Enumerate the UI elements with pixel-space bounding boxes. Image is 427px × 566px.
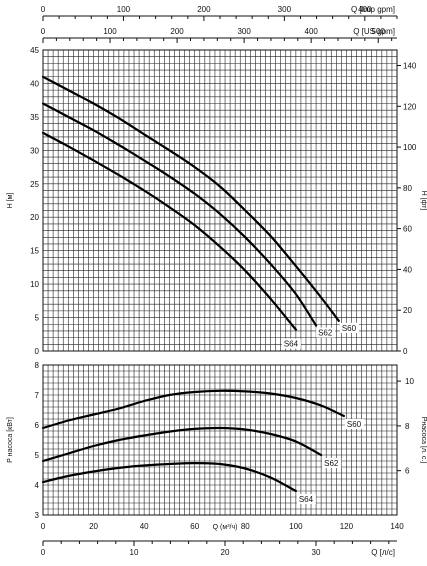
head-m-tick-label: 45 bbox=[30, 46, 39, 55]
power-label-s62-bg bbox=[322, 458, 342, 468]
head-ft-tick-label: 100 bbox=[403, 143, 417, 152]
power-label-s60-bg bbox=[344, 419, 364, 429]
head-label-s64-bg bbox=[281, 338, 301, 349]
us-gpm-tick-label: 0 bbox=[41, 27, 46, 36]
head-label-s62-bg bbox=[316, 327, 336, 338]
grid-lines bbox=[42, 49, 398, 516]
us-gpm-tick-label: 200 bbox=[170, 27, 184, 36]
head-label-s60-bg bbox=[339, 322, 359, 333]
head-m-tick-label: 30 bbox=[30, 146, 39, 155]
head-m-tick-label: 0 bbox=[35, 347, 40, 356]
power-hp-axis-title: Pнасоса [л. с.] bbox=[420, 417, 427, 464]
power-kw-tick-label: 5 bbox=[35, 451, 40, 460]
flow-ls-axis-title: Q [л/с] bbox=[371, 548, 395, 557]
power-hp-tick-label: 10 bbox=[405, 377, 414, 386]
us-gpm-tick-label: 100 bbox=[103, 27, 117, 36]
power-kw-tick-label: 6 bbox=[35, 421, 40, 430]
flow-m3h-tick-label: 120 bbox=[340, 522, 354, 531]
head-m-tick-label: 15 bbox=[30, 247, 39, 256]
power-label-s62: S62 bbox=[324, 459, 339, 468]
head-curve-s62 bbox=[41, 102, 318, 327]
head-m-tick-label: 10 bbox=[30, 280, 39, 289]
flow-m3h-tick-label: 60 bbox=[190, 522, 199, 531]
us-gpm-tick-label: 300 bbox=[237, 27, 251, 36]
flow-m3h-tick-label: 80 bbox=[241, 522, 250, 531]
power-kw-tick-label: 4 bbox=[35, 481, 40, 490]
head-ft-axis-title: H [фт] bbox=[420, 191, 427, 211]
flow-m3h-tick-label: 140 bbox=[390, 522, 404, 531]
head-m-tick-label: 35 bbox=[30, 113, 39, 122]
power-kw-tick-label: 7 bbox=[35, 391, 40, 400]
flow-m3h-tick-label: 20 bbox=[89, 522, 98, 531]
head-ft-tick-label: 0 bbox=[403, 347, 408, 356]
head-curve-s60 bbox=[41, 75, 340, 322]
head-m-tick-label: 20 bbox=[30, 213, 39, 222]
head-label-s62: S62 bbox=[318, 329, 333, 338]
power-hp-tick-label: 6 bbox=[405, 467, 410, 476]
head-m-tick-label: 40 bbox=[30, 79, 39, 88]
flow-m3h-tick-label: 100 bbox=[289, 522, 303, 531]
power-curve-s64 bbox=[41, 462, 297, 493]
imp-gpm-tick-label: 400 bbox=[358, 5, 372, 14]
head-ft-tick-label: 120 bbox=[403, 102, 417, 111]
flow-ls-tick-label: 20 bbox=[221, 548, 230, 557]
flow-ls-tick-label: 30 bbox=[312, 548, 321, 557]
flow-ls-tick-label: 0 bbox=[41, 548, 46, 557]
imp-gpm-tick-label: 100 bbox=[117, 5, 131, 14]
power-label-s64-bg bbox=[296, 494, 316, 504]
imp-gpm-tick-label: 0 bbox=[41, 5, 46, 14]
head-ft-tick-label: 20 bbox=[403, 306, 412, 315]
power-kw-axis-title: P насоса [кВт] bbox=[7, 417, 14, 463]
imp-gpm-tick-label: 200 bbox=[197, 5, 211, 14]
performance-curves bbox=[41, 75, 345, 493]
head-m-tick-label: 25 bbox=[30, 180, 39, 189]
head-label-s64: S64 bbox=[284, 340, 299, 349]
power-label-s64: S64 bbox=[299, 495, 314, 504]
head-plot-frame bbox=[42, 49, 398, 352]
power-curve-s60 bbox=[41, 389, 345, 430]
power-plot-frame bbox=[42, 364, 398, 516]
us-gpm-tick-label: 500 bbox=[372, 27, 386, 36]
head-m-tick-label: 5 bbox=[35, 314, 40, 323]
head-ft-tick-label: 140 bbox=[403, 61, 417, 70]
imp-gpm-axis-title: Q [Imp gpm] bbox=[351, 5, 395, 14]
head-label-s60: S60 bbox=[342, 324, 357, 333]
plot-frames bbox=[42, 15, 401, 546]
power-kw-tick-label: 8 bbox=[35, 361, 40, 370]
head-m-axis-title: H [м] bbox=[7, 193, 14, 209]
head-ft-tick-label: 80 bbox=[403, 184, 412, 193]
power-hp-tick-label: 8 bbox=[405, 422, 410, 431]
head-curve-s64 bbox=[41, 131, 297, 331]
flow-m3h-axis-title: Q (м³/ч) bbox=[213, 524, 238, 531]
power-label-s60: S60 bbox=[347, 420, 362, 429]
head-ft-tick-label: 60 bbox=[403, 225, 412, 234]
flow-ls-tick-label: 10 bbox=[130, 548, 139, 557]
head-ft-tick-label: 40 bbox=[403, 265, 412, 274]
us-gpm-axis-title: Q [US gpm] bbox=[353, 27, 395, 36]
us-gpm-tick-label: 400 bbox=[305, 27, 319, 36]
imp-gpm-tick-label: 300 bbox=[278, 5, 292, 14]
flow-m3h-tick-label: 0 bbox=[41, 522, 46, 531]
power-curve-s62 bbox=[41, 426, 323, 463]
flow-m3h-tick-label: 40 bbox=[140, 522, 149, 531]
power-kw-tick-label: 3 bbox=[35, 511, 40, 520]
